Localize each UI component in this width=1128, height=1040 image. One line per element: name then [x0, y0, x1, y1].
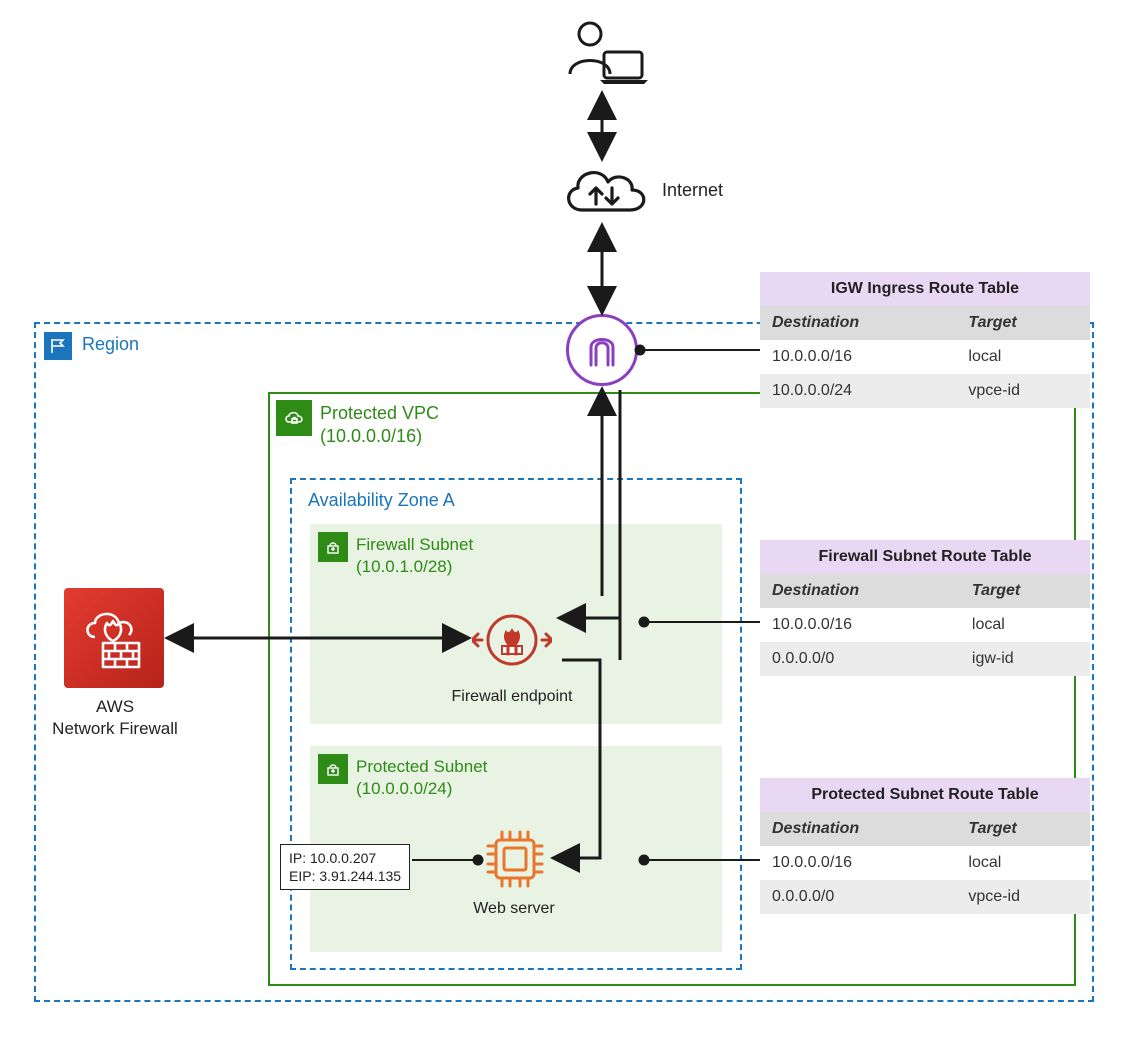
prot-h1: Destination — [760, 812, 956, 846]
ip-line1: IP: 10.0.0.207 — [289, 850, 376, 866]
protected-subnet-line2: (10.0.0.0/24) — [356, 779, 452, 798]
user-icon — [558, 18, 650, 95]
table-row: 10.0.0.0/24vpce-id — [760, 374, 1090, 408]
vpc-label-line1: Protected VPC — [320, 403, 439, 423]
firewall-endpoint-icon — [472, 600, 552, 685]
table-row: 10.0.0.0/16local — [760, 340, 1090, 374]
firewall-route-table: Firewall Subnet Route Table DestinationT… — [760, 540, 1090, 676]
prot-table-title: Protected Subnet Route Table — [760, 778, 1090, 812]
internet-label: Internet — [662, 180, 723, 201]
protected-subnet-badge-icon — [318, 754, 348, 784]
internet-icon — [558, 160, 650, 229]
vpc-label-line2: (10.0.0.0/16) — [320, 426, 422, 446]
fw-h1: Destination — [760, 574, 960, 608]
webserver-ip-box: IP: 10.0.0.207 EIP: 3.91.244.135 — [280, 844, 410, 890]
firewall-endpoint-label: Firewall endpoint — [432, 688, 592, 706]
igw-h2: Target — [956, 306, 1090, 340]
table-row: 0.0.0.0/0igw-id — [760, 642, 1090, 676]
network-firewall-icon — [64, 588, 164, 688]
protected-subnet-label: Protected Subnet (10.0.0.0/24) — [356, 756, 487, 800]
nfw-line1: AWS — [96, 697, 134, 716]
igw-icon — [566, 314, 638, 386]
vpc-badge-icon — [276, 400, 312, 436]
igw-h1: Destination — [760, 306, 956, 340]
firewall-subnet-line2: (10.0.1.0/28) — [356, 557, 452, 576]
igw-route-table: IGW Ingress Route Table DestinationTarge… — [760, 272, 1090, 408]
firewall-subnet-badge-icon — [318, 532, 348, 562]
az-label: Availability Zone A — [308, 490, 455, 511]
igw-table-title: IGW Ingress Route Table — [760, 272, 1090, 306]
protected-route-table: Protected Subnet Route Table Destination… — [760, 778, 1090, 914]
region-label: Region — [82, 334, 139, 355]
fw-table-title: Firewall Subnet Route Table — [760, 540, 1090, 574]
firewall-subnet-label: Firewall Subnet (10.0.1.0/28) — [356, 534, 473, 578]
table-row: 10.0.0.0/16local — [760, 846, 1090, 880]
prot-h2: Target — [956, 812, 1090, 846]
nfw-line2: Network Firewall — [52, 719, 178, 738]
webserver-icon — [480, 824, 550, 899]
firewall-subnet-line1: Firewall Subnet — [356, 535, 473, 554]
fw-h2: Target — [960, 574, 1090, 608]
vpc-label: Protected VPC (10.0.0.0/16) — [320, 402, 439, 449]
table-row: 10.0.0.0/16local — [760, 608, 1090, 642]
region-flag-icon — [44, 332, 72, 360]
table-row: 0.0.0.0/0vpce-id — [760, 880, 1090, 914]
ip-line2: EIP: 3.91.244.135 — [289, 868, 401, 884]
network-firewall-label: AWS Network Firewall — [40, 696, 190, 740]
protected-subnet-line1: Protected Subnet — [356, 757, 487, 776]
webserver-label: Web server — [464, 900, 564, 918]
